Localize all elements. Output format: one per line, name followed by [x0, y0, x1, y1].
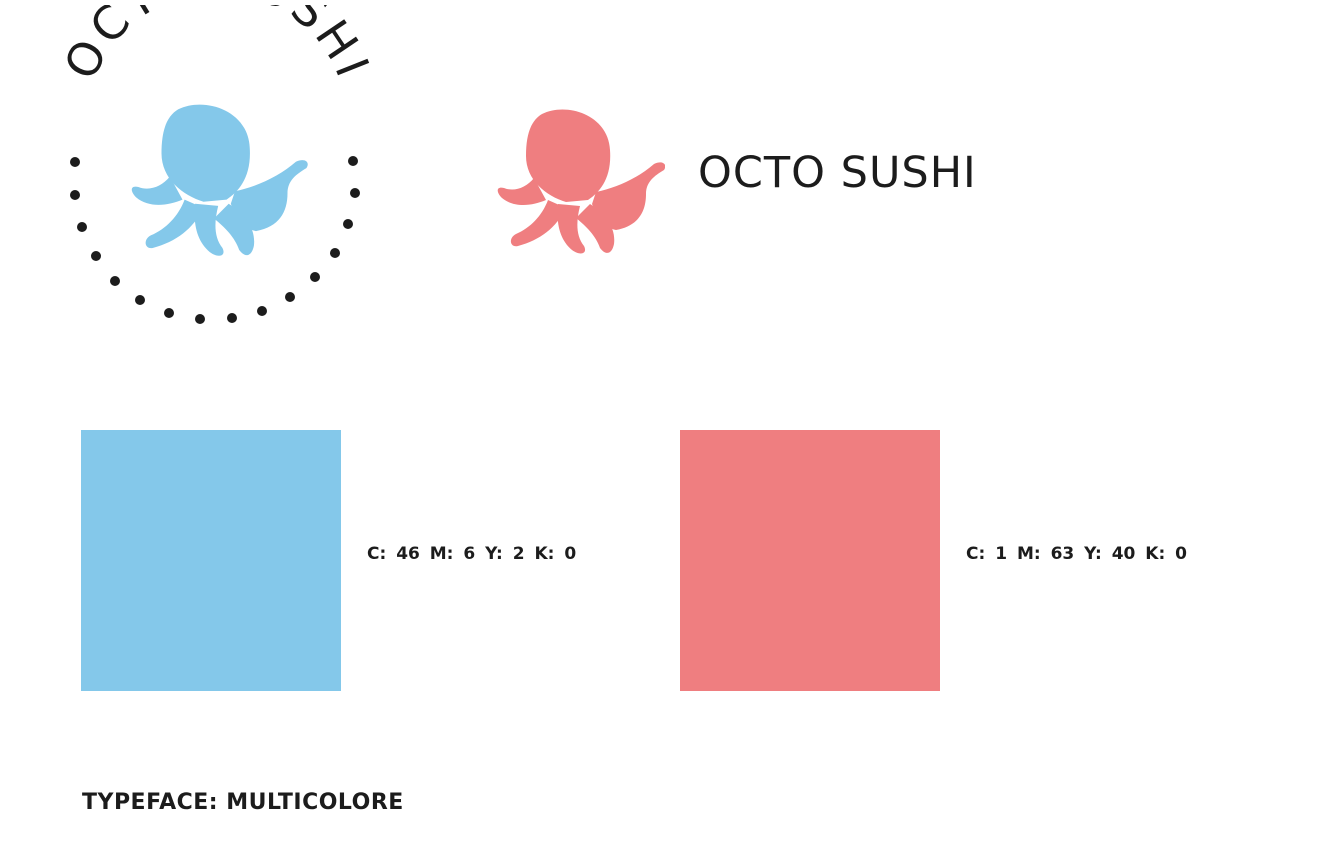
ring-dot [350, 188, 360, 198]
cmyk-label-pink: C: 1 M: 63 Y: 40 K: 0 [966, 544, 1187, 564]
ring-dot [135, 295, 145, 305]
color-swatch-pink [680, 430, 940, 691]
ring-dot [330, 248, 340, 258]
ring-dot [257, 306, 267, 316]
ring-dot [70, 157, 80, 167]
ring-dot [195, 314, 205, 324]
dotted-ring [70, 156, 360, 324]
ring-dot [91, 251, 101, 261]
horizontal-logo: OCTO SUSHI [490, 100, 1050, 260]
ring-dot [110, 276, 120, 286]
badge-logo: OCTO SUSHI [55, 5, 375, 335]
badge-logo-graphic: OCTO SUSHI [55, 5, 375, 324]
ring-dot [285, 292, 295, 302]
ring-dot [164, 308, 174, 318]
cmyk-label-blue: C: 46 M: 6 Y: 2 K: 0 [367, 544, 577, 564]
ring-dot [310, 272, 320, 282]
color-swatch-blue [81, 430, 341, 691]
typeface-label: TYPEFACE: MULTICOLORE [82, 790, 404, 815]
ring-dot [70, 190, 80, 200]
badge-curved-text: OCTO SUSHI [55, 5, 375, 88]
octopus-icon [131, 104, 308, 256]
ring-dot [348, 156, 358, 166]
ring-dot [77, 222, 87, 232]
ring-dot [343, 219, 353, 229]
brand-wordmark: OCTO SUSHI [698, 148, 977, 198]
badge-text-path: OCTO SUSHI [55, 5, 375, 88]
ring-dot [227, 313, 237, 323]
octopus-icon [497, 109, 665, 254]
